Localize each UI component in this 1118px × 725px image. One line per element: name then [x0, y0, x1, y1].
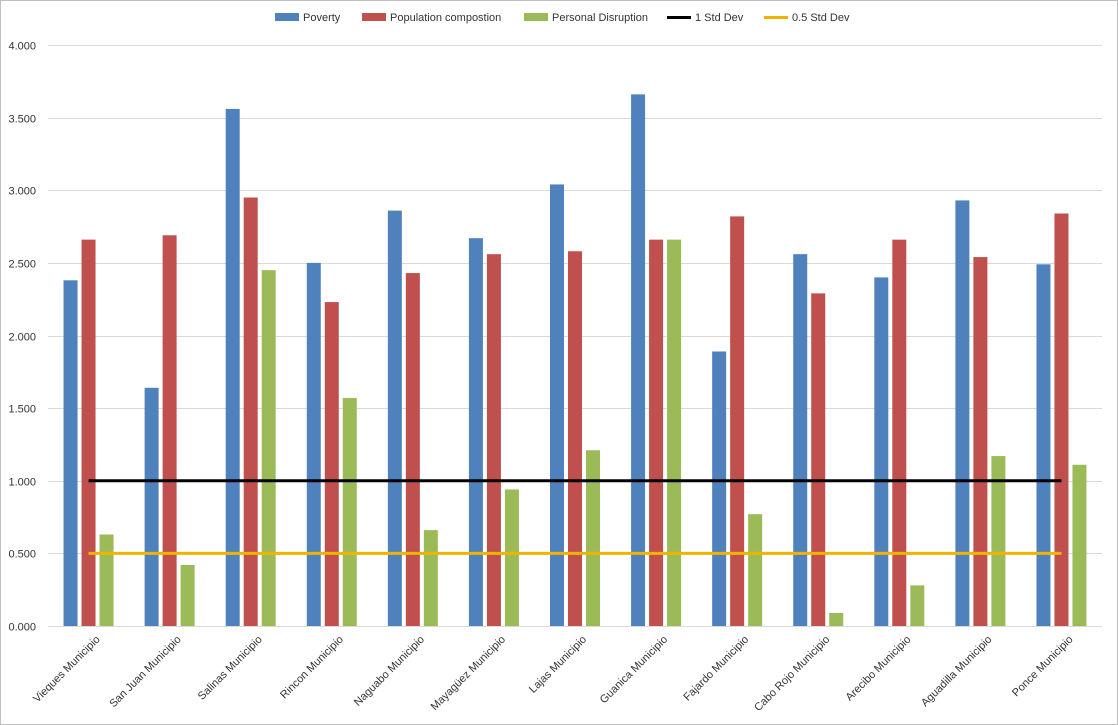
bar-poverty-11 — [874, 277, 889, 626]
bar-poverty-3 — [225, 108, 240, 626]
x-category-label: Salinas Municipio — [196, 634, 265, 703]
y-tick-label: 3.500 — [8, 114, 36, 126]
x-category-label: Vieques Municipio — [31, 634, 102, 705]
bar-population-compostion-13 — [1054, 213, 1069, 627]
bar-population-compostion-6 — [486, 254, 501, 626]
bar-personal-disruption-10 — [829, 612, 844, 626]
bar-personal-disruption-1 — [99, 534, 114, 626]
bar-population-compostion-1 — [81, 239, 96, 626]
bar-personal-disruption-12 — [991, 456, 1006, 626]
bar-population-compostion-4 — [324, 302, 339, 626]
bar-poverty-6 — [468, 238, 483, 626]
legend: Poverty Population compostion Personal Dis… — [275, 12, 850, 24]
bar-poverty-5 — [387, 210, 402, 626]
x-category-label: Aguadilla Municipio — [919, 634, 995, 710]
bar-poverty-13 — [1036, 264, 1051, 626]
bar-population-compostion-10 — [811, 293, 826, 626]
x-category-label: Guanica Municipio — [598, 634, 670, 706]
x-category-label: Fajardo Municipio — [681, 634, 751, 704]
bar-population-compostion-3 — [243, 197, 258, 626]
y-axis-tick-labels: 0.000 0.500 1.000 1.500 2.000 2.500 3.000 3.500… — [8, 41, 36, 634]
bar-personal-disruption-11 — [910, 585, 925, 626]
legend-swatch-poverty — [275, 13, 299, 21]
bar-personal-disruption-9 — [748, 514, 763, 626]
legend-label-personal-disruption: Personal Disruption — [552, 12, 648, 24]
bar-personal-disruption-3 — [261, 270, 276, 626]
x-category-label: Lajas Municipio — [527, 634, 589, 696]
x-category-label: Mayagüez Municipio — [429, 634, 508, 713]
bar-poverty-9 — [712, 351, 727, 626]
x-category-label: Ponce Municipio — [1010, 634, 1076, 700]
reference-lines — [88, 479, 1062, 555]
bar-population-compostion-7 — [568, 251, 582, 626]
y-tick-label: 0.500 — [8, 549, 36, 561]
y-tick-label: 1.000 — [8, 477, 36, 489]
x-axis-category-labels: Vieques Municipio San Juan Municipio Salin… — [31, 634, 1075, 714]
legend-swatch-personal-disruption — [524, 13, 548, 21]
bar-personal-disruption-8 — [667, 239, 682, 626]
bar-population-compostion-12 — [973, 257, 988, 626]
legend-label-poverty: Poverty — [303, 12, 341, 24]
bar-personal-disruption-2 — [180, 564, 195, 626]
bar-poverty-4 — [306, 262, 321, 626]
bar-poverty-12 — [955, 200, 970, 627]
bar-personal-disruption-5 — [423, 530, 438, 626]
bar-poverty-8 — [631, 94, 646, 626]
bars — [63, 94, 1087, 627]
bar-poverty-2 — [144, 387, 159, 626]
bar-personal-disruption-13 — [1072, 464, 1087, 626]
legend-label-population-compostion: Population compostion — [390, 12, 501, 24]
y-tick-label: 0.000 — [8, 622, 36, 634]
bar-poverty-7 — [550, 184, 564, 626]
y-tick-label: 2.000 — [8, 332, 36, 344]
x-category-label: Rincon Municipio — [278, 634, 346, 702]
x-category-label: Naguabo Municipio — [352, 634, 427, 709]
bar-population-compostion-9 — [730, 216, 745, 626]
bar-poverty-1 — [63, 280, 78, 626]
bar-personal-disruption-7 — [586, 450, 600, 626]
x-category-label: San Juan Municipio — [107, 634, 183, 710]
bar-personal-disruption-4 — [342, 397, 357, 626]
bar-population-compostion-2 — [162, 235, 177, 626]
y-tick-label: 4.000 — [8, 41, 36, 53]
y-tick-label: 2.500 — [8, 259, 36, 271]
y-tick-label: 3.000 — [8, 186, 36, 198]
x-category-label: Cabo Rojo Municipio — [752, 634, 832, 714]
bar-personal-disruption-6 — [504, 489, 519, 626]
bar-population-compostion-8 — [649, 239, 664, 626]
x-category-label: Arecibo Municipio — [844, 634, 914, 704]
bar-population-compostion-11 — [892, 239, 907, 626]
legend-label-0-5-std-dev: 0.5 Std Dev — [792, 12, 850, 24]
legend-label-1-std-dev: 1 Std Dev — [695, 12, 744, 24]
y-tick-label: 1.500 — [8, 404, 36, 416]
legend-swatch-population-compostion — [362, 13, 386, 21]
bar-population-compostion-5 — [405, 273, 420, 626]
bar-poverty-10 — [793, 254, 808, 626]
